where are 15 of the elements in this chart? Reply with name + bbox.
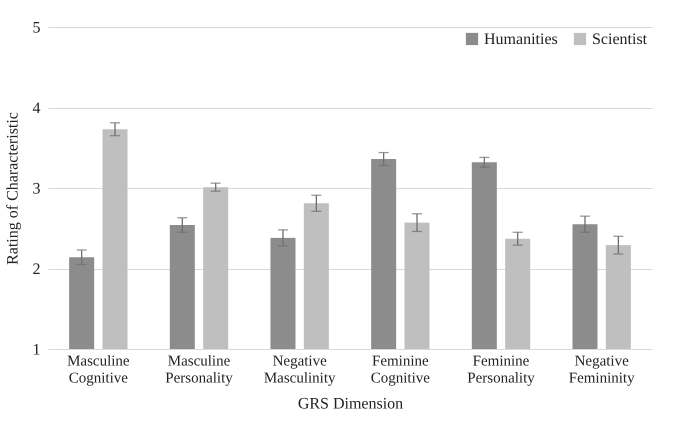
y-tick-label: 1 — [32, 342, 40, 358]
y-tick-label: 4 — [32, 100, 40, 117]
x-tick-label: Masculine Cognitive — [67, 354, 130, 386]
x-tick-label: Feminine Personality — [467, 354, 536, 386]
x-tick-label: Masculine Personality — [165, 354, 234, 386]
x-axis-title: GRS Dimension — [298, 396, 404, 412]
x-tick-label: Feminine Cognitive — [370, 354, 430, 386]
legend-label: Humanities — [484, 31, 558, 48]
y-tick-label: 5 — [32, 20, 40, 36]
x-tick-label: Negative Masculinity — [264, 354, 336, 386]
x-tick-label: Negative Femininity — [568, 354, 636, 386]
y-tick-label: 3 — [32, 180, 40, 198]
y-axis-title: Rating of Characteristic — [4, 112, 22, 265]
legend-label: Scientist — [592, 31, 648, 48]
y-tick-label: 2 — [32, 261, 40, 278]
